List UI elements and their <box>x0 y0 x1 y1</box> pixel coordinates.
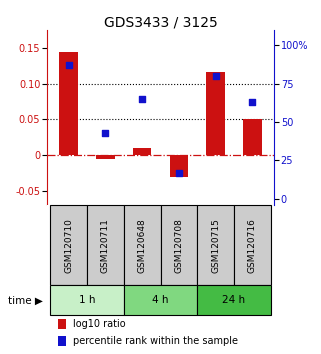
Bar <box>50 205 87 285</box>
Bar <box>234 205 271 285</box>
Text: log10 ratio: log10 ratio <box>73 319 126 329</box>
Bar <box>197 285 271 315</box>
Text: time ▶: time ▶ <box>8 295 43 306</box>
Point <box>250 99 255 105</box>
Bar <box>170 155 188 177</box>
Point <box>140 96 145 102</box>
Text: GSM120648: GSM120648 <box>138 218 147 273</box>
Bar <box>124 205 160 285</box>
Text: GSM120715: GSM120715 <box>211 218 220 273</box>
Bar <box>59 52 78 155</box>
Text: GSM120711: GSM120711 <box>101 218 110 273</box>
Text: 1 h: 1 h <box>79 295 95 306</box>
Bar <box>160 205 197 285</box>
Text: GDS3433 / 3125: GDS3433 / 3125 <box>104 16 217 30</box>
Point <box>176 170 181 175</box>
Bar <box>58 319 66 329</box>
Point <box>103 130 108 136</box>
Text: GSM120716: GSM120716 <box>248 218 257 273</box>
Text: 24 h: 24 h <box>222 295 246 306</box>
Bar <box>124 285 197 315</box>
Text: GSM120710: GSM120710 <box>64 218 73 273</box>
Bar <box>58 336 66 346</box>
Point <box>213 73 218 79</box>
Bar <box>133 148 151 155</box>
Text: percentile rank within the sample: percentile rank within the sample <box>73 336 238 346</box>
Bar <box>197 205 234 285</box>
Bar <box>206 72 225 155</box>
Bar <box>96 155 115 159</box>
Point <box>66 63 71 68</box>
Bar <box>243 120 262 155</box>
Text: 4 h: 4 h <box>152 295 169 306</box>
Bar <box>50 285 124 315</box>
Text: GSM120708: GSM120708 <box>174 218 183 273</box>
Bar <box>87 205 124 285</box>
